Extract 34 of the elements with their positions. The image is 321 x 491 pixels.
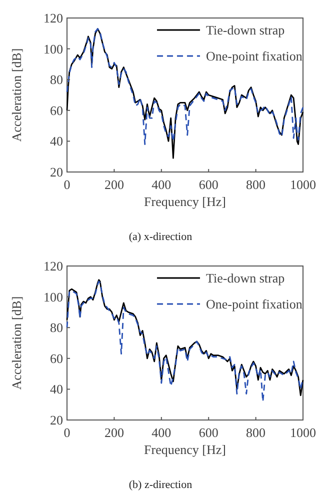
x-tick-label: 200 [104, 425, 124, 440]
text: (b) z-direction [128, 479, 193, 491]
y-tick-label: 40 [50, 134, 63, 149]
x-tick-label: 800 [246, 177, 266, 192]
x-tick-label: 800 [246, 425, 266, 440]
legend-label: One-point fixation [206, 48, 303, 64]
y-axis-title: Acceleration [dB] [9, 48, 24, 142]
text: (a) x-direction [128, 231, 193, 243]
y-tick-label: 60 [50, 102, 63, 118]
legend-label: Tie-down strap [206, 270, 285, 286]
y-tick-label: 80 [50, 72, 63, 88]
y-tick-label: 40 [50, 382, 63, 397]
y-tick-label: 20 [50, 412, 63, 428]
x-axis-title: Frequency [Hz] [144, 194, 226, 209]
legend-label: Tie-down strap [206, 22, 285, 38]
x-tick-label: 600 [198, 177, 218, 192]
y-tick-label: 100 [44, 41, 63, 56]
y-tick-label: 120 [44, 258, 63, 274]
x-tick-label: 0 [64, 425, 70, 440]
x-tick-label: 400 [152, 177, 172, 192]
x-tick-label: 0 [64, 177, 70, 192]
y-tick-label: 120 [44, 10, 63, 26]
legend-label: One-point fixation [206, 296, 303, 312]
y-tick-label: 60 [50, 350, 63, 366]
y-tick-label: 80 [50, 320, 63, 336]
y-tick-label: 20 [50, 164, 63, 180]
x-tick-label: 200 [104, 177, 124, 192]
x-tick-label: 1000 [290, 425, 316, 440]
x-axis-title: Frequency [Hz] [144, 442, 226, 457]
x-tick-label: 1000 [290, 177, 316, 192]
x-tick-label: 400 [152, 425, 172, 440]
x-tick-label: 600 [198, 425, 218, 440]
y-tick-label: 100 [44, 289, 63, 304]
y-axis-title: Acceleration [dB] [9, 296, 24, 390]
